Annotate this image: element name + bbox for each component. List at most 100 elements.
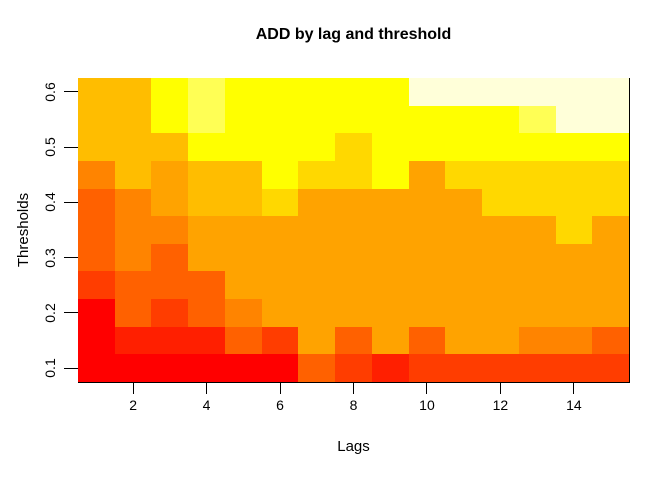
heatmap-cell bbox=[298, 133, 336, 161]
heatmap-cell bbox=[151, 78, 189, 106]
heatmap-cell bbox=[188, 271, 225, 300]
y-tick-label: 0.3 bbox=[42, 247, 58, 268]
heatmap-cell bbox=[261, 105, 299, 134]
heatmap-cell bbox=[188, 326, 225, 355]
heatmap-cell bbox=[335, 299, 372, 327]
heatmap-cell bbox=[78, 188, 115, 217]
heatmap-cell bbox=[78, 326, 115, 355]
heatmap-cell bbox=[114, 78, 152, 106]
heatmap-cell bbox=[555, 188, 593, 217]
heatmap-cell bbox=[78, 105, 115, 134]
heatmap-cell bbox=[482, 133, 519, 161]
heatmap-cell bbox=[592, 188, 629, 217]
heatmap-cell bbox=[445, 243, 483, 272]
heatmap-cell bbox=[555, 78, 593, 106]
heatmap-cell bbox=[408, 188, 446, 217]
heatmap-cell bbox=[592, 299, 629, 327]
heatmap-cell bbox=[78, 133, 115, 161]
heatmap-cell bbox=[482, 243, 519, 272]
heatmap-cell bbox=[445, 105, 483, 134]
heatmap-cell bbox=[371, 243, 409, 272]
heatmap-cell bbox=[445, 188, 483, 217]
heatmap-cell bbox=[408, 326, 446, 355]
heatmap-cell bbox=[518, 188, 556, 217]
heatmap-cell bbox=[445, 216, 483, 244]
heatmap-cell bbox=[482, 160, 519, 189]
heatmap-cell bbox=[261, 78, 299, 106]
heatmap-cell bbox=[518, 160, 556, 189]
heatmap-cell bbox=[151, 354, 189, 382]
heatmap-cell bbox=[188, 105, 225, 134]
heatmap-cell bbox=[298, 326, 336, 355]
heatmap-cell bbox=[371, 354, 409, 382]
y-axis-tick bbox=[64, 367, 78, 369]
heatmap-cell bbox=[371, 133, 409, 161]
heatmap-cell bbox=[78, 271, 115, 300]
heatmap-cell bbox=[78, 243, 115, 272]
y-tick-label: 0.6 bbox=[42, 82, 58, 102]
heatmap-cell bbox=[592, 160, 629, 189]
heatmap-cell bbox=[298, 243, 336, 272]
heatmap-cell bbox=[298, 354, 336, 382]
chart-title: ADD by lag and threshold bbox=[255, 26, 452, 43]
heatmap-cell bbox=[335, 216, 372, 244]
y-axis-label: Thresholds bbox=[15, 192, 32, 268]
heatmap-cell bbox=[592, 326, 629, 355]
heatmap-cell bbox=[555, 133, 593, 161]
heatmap-cell bbox=[482, 326, 519, 355]
x-tick-label: 4 bbox=[202, 397, 211, 413]
heatmap-cell bbox=[335, 326, 372, 355]
y-tick-label: 0.1 bbox=[42, 358, 58, 378]
heatmap-cell bbox=[592, 105, 629, 134]
x-tick-label: 12 bbox=[492, 397, 509, 413]
heatmap-cell bbox=[188, 133, 225, 161]
y-axis-tick bbox=[64, 201, 78, 203]
heatmap-cell bbox=[114, 243, 152, 272]
heatmap-cell bbox=[592, 216, 629, 244]
heatmap-cell bbox=[78, 216, 115, 244]
heatmap-cell bbox=[335, 133, 372, 161]
heatmap-cell bbox=[371, 299, 409, 327]
heatmap-cell bbox=[408, 354, 446, 382]
heatmap-cell bbox=[371, 105, 409, 134]
y-tick-label: 0.4 bbox=[42, 192, 58, 213]
heatmap-cell bbox=[224, 105, 262, 134]
heatmap-cell bbox=[371, 188, 409, 217]
heatmap-cell bbox=[335, 243, 372, 272]
heatmap-cell bbox=[335, 105, 372, 134]
heatmap-cell bbox=[335, 160, 372, 189]
heatmap-cell bbox=[592, 78, 629, 106]
heatmap-cell bbox=[408, 243, 446, 272]
heatmap-cell bbox=[482, 216, 519, 244]
heatmap-cell bbox=[151, 133, 189, 161]
heatmap-cell bbox=[445, 271, 483, 300]
heatmap-cell bbox=[592, 354, 629, 382]
heatmap-cell bbox=[408, 105, 446, 134]
heatmap-cell bbox=[114, 326, 152, 355]
heatmap-cell bbox=[78, 78, 115, 106]
heatmap-cell bbox=[408, 299, 446, 327]
heatmap-cell bbox=[408, 160, 446, 189]
heatmap-cell bbox=[518, 105, 556, 134]
heatmap-cell bbox=[261, 271, 299, 300]
heatmap-cell bbox=[224, 326, 262, 355]
heatmap-cell bbox=[224, 133, 262, 161]
x-axis-tick bbox=[353, 383, 354, 394]
heatmap-cell bbox=[114, 216, 152, 244]
heatmap-cell bbox=[224, 188, 262, 217]
y-tick-label: 0.5 bbox=[42, 137, 58, 157]
heatmap-cell bbox=[555, 354, 593, 382]
heatmap-cell bbox=[224, 160, 262, 189]
heatmap-cell bbox=[555, 243, 593, 272]
heatmap bbox=[78, 78, 630, 383]
x-tick-label: 10 bbox=[419, 397, 435, 413]
heatmap-cell bbox=[298, 105, 336, 134]
heatmap-cell bbox=[482, 271, 519, 300]
heatmap-cell bbox=[298, 160, 336, 189]
heatmap-cell bbox=[188, 78, 225, 106]
heatmap-cell bbox=[518, 78, 556, 106]
heatmap-cell bbox=[224, 216, 262, 244]
heatmap-cell bbox=[408, 216, 446, 244]
heatmap-cell bbox=[298, 299, 336, 327]
heatmap-cell bbox=[151, 326, 189, 355]
